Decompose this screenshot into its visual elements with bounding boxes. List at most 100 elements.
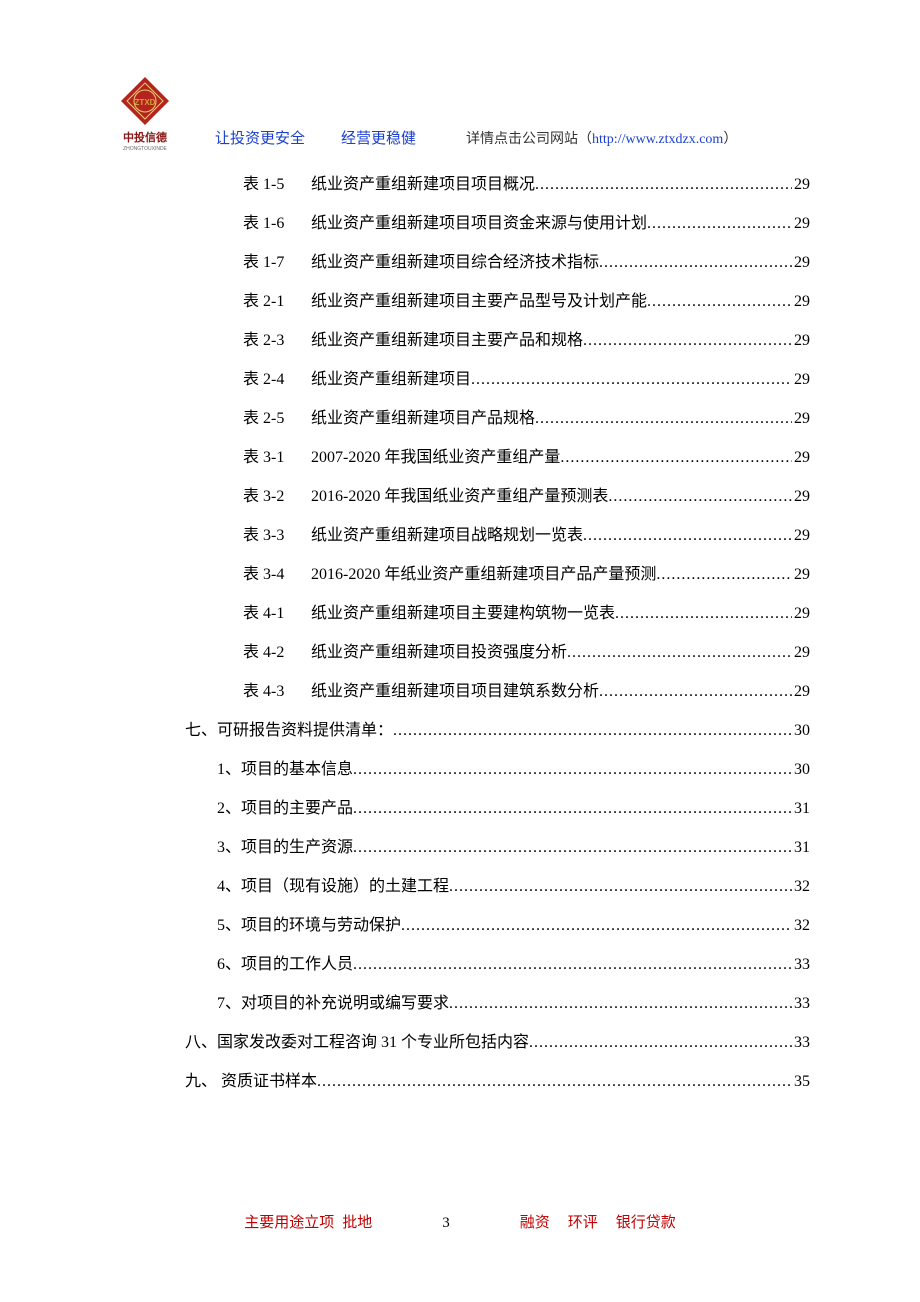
toc-entry-title: 纸业资产重组新建项目	[311, 371, 471, 388]
toc-leader-dots	[608, 488, 792, 506]
toc-entry-title: 纸业资产重组新建项目主要建构筑物一览表	[311, 605, 615, 622]
toc-entry[interactable]: 表 3-3纸业资产重组新建项目战略规划一览表29	[185, 521, 810, 560]
toc-entry[interactable]: 表 4-1纸业资产重组新建项目主要建构筑物一览表29	[185, 599, 810, 638]
toc-leader-dots	[583, 527, 792, 545]
toc-entry-label: 表 2-4纸业资产重组新建项目	[243, 365, 471, 389]
toc-table-number: 表 4-1	[243, 599, 311, 623]
tagline-part1: 让投资更安全	[215, 127, 305, 148]
toc-entry[interactable]: 2、项目的主要产品 31	[185, 794, 810, 833]
toc-entry[interactable]: 5、项目的环境与劳动保护 32	[185, 911, 810, 950]
toc-entry[interactable]: 表 3-22016-2020 年我国纸业资产重组产量预测表 29	[185, 482, 810, 521]
toc-entry-title: 纸业资产重组新建项目战略规划一览表	[311, 527, 583, 544]
toc-entry-title: 纸业资产重组新建项目项目资金来源与使用计划	[311, 215, 647, 232]
toc-entry[interactable]: 表 2-1纸业资产重组新建项目主要产品型号及计划产能29	[185, 287, 810, 326]
toc-entry-page: 29	[792, 176, 810, 194]
toc-table-number: 表 3-2	[243, 482, 311, 506]
toc-entry-title: 纸业资产重组新建项目主要产品和规格	[311, 332, 583, 349]
toc-leader-dots	[353, 839, 792, 857]
toc-entry-title: 2016-2020 年纸业资产重组新建项目产品产量预测	[311, 566, 656, 583]
footer-right3: 银行贷款	[616, 1211, 676, 1232]
toc-entry-label: 表 4-3纸业资产重组新建项目项目建筑系数分析	[243, 677, 599, 701]
tagline-part3: 详情点击公司网站（http://www.ztxdzx.com）	[466, 128, 737, 148]
toc-entry-page: 29	[792, 488, 810, 506]
toc-entry-title: 纸业资产重组新建项目项目概况	[311, 176, 535, 193]
toc-leader-dots	[401, 917, 792, 935]
toc-entry[interactable]: 表 1-7纸业资产重组新建项目综合经济技术指标29	[185, 248, 810, 287]
toc-leader-dots	[647, 215, 792, 233]
logo-diamond-icon: ZTXD	[119, 75, 171, 127]
toc-leader-dots	[353, 761, 792, 779]
tagline-part2: 经营更稳健	[341, 127, 416, 148]
toc-entry-label: 七、可研报告资料提供清单：	[185, 716, 393, 740]
toc-entry[interactable]: 表 3-12007-2020 年我国纸业资产重组产量 29	[185, 443, 810, 482]
toc-table-number: 表 4-2	[243, 638, 311, 662]
toc-leader-dots	[615, 605, 792, 623]
toc-table-number: 表 1-7	[243, 248, 311, 272]
toc-entry-title: 纸业资产重组新建项目产品规格	[311, 410, 535, 427]
page-footer: 主要用途立项 批地 3 融资 环评 银行贷款	[0, 1211, 920, 1232]
toc-entry-label: 表 3-12007-2020 年我国纸业资产重组产量	[243, 443, 560, 467]
toc-table-number: 表 1-5	[243, 170, 311, 194]
toc-entry-label: 表 1-5纸业资产重组新建项目项目概况	[243, 170, 535, 194]
toc-entry-page: 31	[792, 800, 810, 818]
toc-entry[interactable]: 七、可研报告资料提供清单： 30	[185, 716, 810, 755]
toc-entry-page: 35	[792, 1073, 810, 1091]
page-header: ZTXD 中投信德 ZHONGTOUXINDE 让投资更安全 经营更稳健 详情点…	[115, 75, 810, 152]
toc-entry-label: 6、项目的工作人员	[217, 950, 353, 974]
toc-entry-page: 29	[792, 566, 810, 584]
toc-entry-page: 29	[792, 371, 810, 389]
toc-leader-dots	[599, 683, 792, 701]
toc-entry[interactable]: 表 2-5纸业资产重组新建项目产品规格29	[185, 404, 810, 443]
toc-entry-page: 29	[792, 215, 810, 233]
toc-entry-page: 30	[792, 722, 810, 740]
table-of-contents: 表 1-5纸业资产重组新建项目项目概况29表 1-6纸业资产重组新建项目项目资金…	[115, 170, 810, 1106]
toc-entry-label: 表 1-6纸业资产重组新建项目项目资金来源与使用计划	[243, 209, 647, 233]
toc-leader-dots	[317, 1073, 792, 1091]
toc-leader-dots	[449, 878, 792, 896]
toc-entry[interactable]: 表 1-5纸业资产重组新建项目项目概况 29	[185, 170, 810, 209]
toc-entry-label: 4、项目（现有设施）的土建工程	[217, 872, 449, 896]
footer-left2: 批地	[342, 1211, 372, 1232]
toc-entry[interactable]: 九、 资质证书样本 35	[185, 1067, 810, 1106]
logo-text-cn: 中投信德	[115, 129, 175, 145]
toc-entry[interactable]: 表 3-42016-2020 年纸业资产重组新建项目产品产量预测 29	[185, 560, 810, 599]
toc-table-number: 表 2-4	[243, 365, 311, 389]
toc-entry-label: 表 1-7纸业资产重组新建项目综合经济技术指标	[243, 248, 599, 272]
company-url[interactable]: http://www.ztxdzx.com	[592, 132, 723, 147]
toc-entry-label: 九、 资质证书样本	[185, 1067, 317, 1091]
toc-entry[interactable]: 表 4-2纸业资产重组新建项目投资强度分析29	[185, 638, 810, 677]
toc-entry[interactable]: 表 2-4纸业资产重组新建项目 29	[185, 365, 810, 404]
toc-leader-dots	[353, 956, 792, 974]
toc-entry-page: 33	[792, 1034, 810, 1052]
tagline-prefix: 详情点击公司网站	[466, 132, 578, 147]
toc-entry[interactable]: 八、国家发改委对工程咨询 31 个专业所包括内容 33	[185, 1028, 810, 1067]
toc-entry[interactable]: 7、对项目的补充说明或编写要求 33	[185, 989, 810, 1028]
toc-entry[interactable]: 表 2-3纸业资产重组新建项目主要产品和规格29	[185, 326, 810, 365]
toc-entry-page: 32	[792, 878, 810, 896]
toc-entry[interactable]: 6、项目的工作人员 33	[185, 950, 810, 989]
toc-entry-page: 29	[792, 449, 810, 467]
toc-entry[interactable]: 3、项目的生产资源 31	[185, 833, 810, 872]
footer-right2: 环评	[568, 1211, 598, 1232]
toc-table-number: 表 2-1	[243, 287, 311, 311]
toc-entry[interactable]: 1、项目的基本信息 30	[185, 755, 810, 794]
tagline: 让投资更安全 经营更稳健 详情点击公司网站（http://www.ztxdzx.…	[215, 127, 810, 152]
toc-entry-page: 33	[792, 995, 810, 1013]
toc-table-number: 表 3-4	[243, 560, 311, 584]
toc-entry[interactable]: 4、项目（现有设施）的土建工程 32	[185, 872, 810, 911]
toc-table-number: 表 1-6	[243, 209, 311, 233]
toc-entry-page: 29	[792, 683, 810, 701]
toc-leader-dots	[353, 800, 792, 818]
toc-leader-dots	[647, 293, 792, 311]
toc-leader-dots	[560, 449, 792, 467]
toc-entry[interactable]: 表 4-3纸业资产重组新建项目项目建筑系数分析 29	[185, 677, 810, 716]
logo-text-en: ZHONGTOUXINDE	[115, 146, 175, 152]
toc-entry-page: 29	[792, 410, 810, 428]
toc-entry-page: 32	[792, 917, 810, 935]
svg-text:ZTXD: ZTXD	[135, 98, 156, 107]
toc-entry-label: 八、国家发改委对工程咨询 31 个专业所包括内容	[185, 1028, 529, 1052]
toc-leader-dots	[656, 566, 792, 584]
toc-entry-label: 表 3-42016-2020 年纸业资产重组新建项目产品产量预测	[243, 560, 656, 584]
footer-left1: 主要用途立项	[244, 1211, 334, 1232]
toc-entry[interactable]: 表 1-6纸业资产重组新建项目项目资金来源与使用计划 29	[185, 209, 810, 248]
